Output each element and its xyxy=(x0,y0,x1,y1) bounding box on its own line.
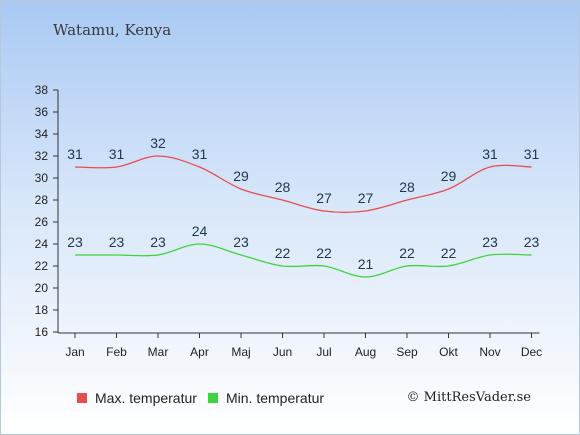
y-tick-label: 18 xyxy=(35,303,49,317)
data-label-max: 29 xyxy=(441,168,457,184)
data-label-max: 31 xyxy=(524,146,540,162)
series-line-max xyxy=(74,155,532,214)
x-tick-label: Aug xyxy=(355,345,376,359)
y-tick-label: 28 xyxy=(35,193,49,207)
legend-item-min: Min. temperatur xyxy=(208,390,324,406)
x-tick-label: Sep xyxy=(396,345,418,359)
data-label-min: 22 xyxy=(441,245,457,261)
y-tick-label: 20 xyxy=(35,281,49,295)
axes: 16 18 20 22 24 26 28 30 32 34 36 38 Jan Feb Mar Apr Maj J… xyxy=(35,83,543,359)
y-tick-label: 16 xyxy=(35,325,49,339)
y-tick-label: 36 xyxy=(35,105,49,119)
y-tick-label: 22 xyxy=(35,259,49,273)
y-tick-label: 32 xyxy=(35,149,49,163)
data-label-min: 23 xyxy=(524,234,540,250)
x-tick-label: Jan xyxy=(65,345,84,359)
chart-title: Watamu, Kenya xyxy=(53,21,172,39)
data-label-max: 28 xyxy=(275,179,291,195)
y-tick-label: 30 xyxy=(35,171,49,185)
y-tick-label: 26 xyxy=(35,215,49,229)
data-label-min: 23 xyxy=(482,234,498,250)
data-label-max: 31 xyxy=(109,146,125,162)
x-tick-label: Nov xyxy=(479,345,500,359)
x-tick-label: Mar xyxy=(148,345,169,359)
data-label-max: 28 xyxy=(399,179,415,195)
y-tick-label: 34 xyxy=(35,127,49,141)
data-label-min: 23 xyxy=(67,234,83,250)
data-label-min: 23 xyxy=(109,234,125,250)
data-label-min: 21 xyxy=(358,256,374,272)
data-label-max: 31 xyxy=(67,146,83,162)
legend-item-max: Max. temperatur xyxy=(77,390,197,406)
x-tick-label: Jul xyxy=(316,345,331,359)
x-tick-label: Feb xyxy=(106,345,127,359)
data-label-min: 22 xyxy=(316,245,332,261)
x-tick-label: Dec xyxy=(521,345,542,359)
copyright-text: © MittResVader.se xyxy=(406,390,531,405)
data-label-max: 27 xyxy=(316,190,332,206)
series-lines xyxy=(74,155,532,278)
legend-swatch-max xyxy=(77,393,87,403)
x-tick-label: Maj xyxy=(231,345,250,359)
data-labels: 31 31 32 31 29 28 27 27 28 29 31 31 23 23 23 24 23 22 22 21… xyxy=(67,135,539,272)
legend-swatch-min xyxy=(208,393,218,403)
x-tick-label: Apr xyxy=(190,345,209,359)
x-tick-label: Jun xyxy=(273,345,292,359)
data-label-max: 31 xyxy=(482,146,498,162)
series-line-min xyxy=(75,243,532,278)
x-tick-label: Okt xyxy=(439,345,458,359)
data-label-max: 27 xyxy=(358,190,374,206)
data-label-min: 23 xyxy=(233,234,249,250)
y-tick-label: 24 xyxy=(35,237,49,251)
legend-label-min: Min. temperatur xyxy=(226,390,325,406)
legend-label-max: Max. temperatur xyxy=(95,390,197,406)
data-label-min: 23 xyxy=(150,234,166,250)
data-label-min: 22 xyxy=(275,245,291,261)
data-label-max: 31 xyxy=(192,146,208,162)
data-label-min: 24 xyxy=(192,223,208,239)
data-label-max: 32 xyxy=(150,135,166,151)
y-tick-label: 38 xyxy=(35,83,49,97)
data-label-max: 29 xyxy=(233,168,249,184)
data-label-min: 22 xyxy=(399,245,415,261)
